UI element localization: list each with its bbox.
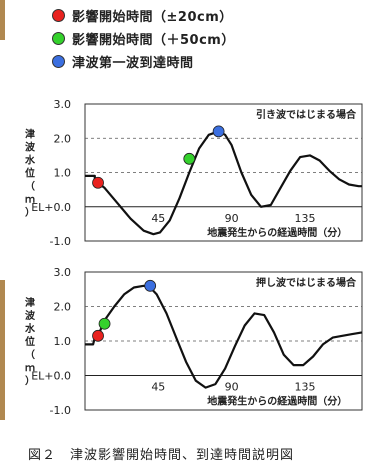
y-axis-label-char: 津 bbox=[25, 296, 35, 309]
page-edge-top bbox=[0, 0, 5, 40]
red-dot-icon bbox=[52, 9, 65, 22]
x-axis-label: 地震発生からの経過時間（分） bbox=[207, 395, 347, 408]
plot-title: 引き波ではじまる場合 bbox=[256, 108, 357, 121]
event-marker bbox=[144, 279, 157, 292]
y-tick-label: EL+0.0 bbox=[31, 201, 71, 214]
green-dot-icon bbox=[52, 32, 65, 45]
x-tick-label: 135 bbox=[294, 212, 315, 225]
y-axis-label-char: 水 bbox=[24, 154, 36, 167]
legend-label: 影響開始時間（±20cm） bbox=[72, 10, 233, 25]
y-tick-label: 2.0 bbox=[54, 301, 72, 314]
x-axis-label: 地震発生からの経過時間（分） bbox=[207, 226, 347, 239]
y-axis-label-char: （ bbox=[25, 348, 35, 361]
y-axis-label-char: ） bbox=[25, 374, 35, 387]
figure-caption: 図２ 津波影響開始時間、到達時間説明図 bbox=[28, 448, 295, 463]
y-tick-label: -1.0 bbox=[50, 235, 71, 248]
y-axis-label-char: ｍ bbox=[25, 363, 35, 374]
legend-label: 影響開始時間（＋50cm） bbox=[72, 33, 235, 48]
y-tick-label: 1.0 bbox=[54, 335, 72, 348]
plot-title: 押し波ではじまる場合 bbox=[256, 276, 357, 289]
y-axis-label-char: 津 bbox=[25, 128, 35, 141]
blue-dot-icon bbox=[52, 55, 65, 68]
x-tick-label: 135 bbox=[294, 381, 315, 394]
y-tick-label: 1.0 bbox=[54, 167, 72, 180]
y-tick-label: 2.0 bbox=[54, 132, 72, 145]
page-edge-bottom bbox=[0, 280, 5, 420]
water-level-line bbox=[85, 130, 362, 236]
y-tick-label: 3.0 bbox=[54, 266, 72, 279]
y-axis-label-char: 位 bbox=[25, 335, 35, 348]
y-axis-label-char: ） bbox=[25, 206, 35, 219]
y-axis-label-char: 水 bbox=[24, 322, 36, 335]
event-marker bbox=[98, 317, 111, 330]
y-axis-label-char: ｍ bbox=[25, 195, 35, 206]
legend-item-blue: 津波第一波到達時間 bbox=[52, 50, 235, 73]
y-axis-label-char: （ bbox=[25, 180, 35, 193]
legend-item-green: 影響開始時間（＋50cm） bbox=[52, 27, 235, 50]
event-marker bbox=[92, 176, 104, 189]
y-axis-label-char: 位 bbox=[25, 167, 35, 180]
y-tick-label: -1.0 bbox=[50, 404, 71, 417]
legend: 影響開始時間（±20cm） 影響開始時間（＋50cm） 津波第一波到達時間 bbox=[52, 4, 235, 73]
x-tick-label: 45 bbox=[151, 381, 165, 394]
y-axis-label-char: 波 bbox=[25, 309, 36, 322]
event-marker bbox=[212, 125, 225, 138]
x-tick-label: 45 bbox=[151, 212, 165, 225]
water-level-line bbox=[85, 284, 363, 389]
x-tick-label: 90 bbox=[225, 381, 239, 394]
event-marker bbox=[183, 152, 196, 165]
y-tick-label: EL+0.0 bbox=[31, 370, 71, 383]
y-axis-label-char: 波 bbox=[25, 141, 36, 154]
legend-label: 津波第一波到達時間 bbox=[72, 56, 194, 71]
legend-item-red: 影響開始時間（±20cm） bbox=[52, 4, 235, 27]
y-tick-label: 3.0 bbox=[54, 98, 72, 111]
event-marker bbox=[92, 329, 104, 342]
x-tick-label: 90 bbox=[225, 212, 239, 225]
